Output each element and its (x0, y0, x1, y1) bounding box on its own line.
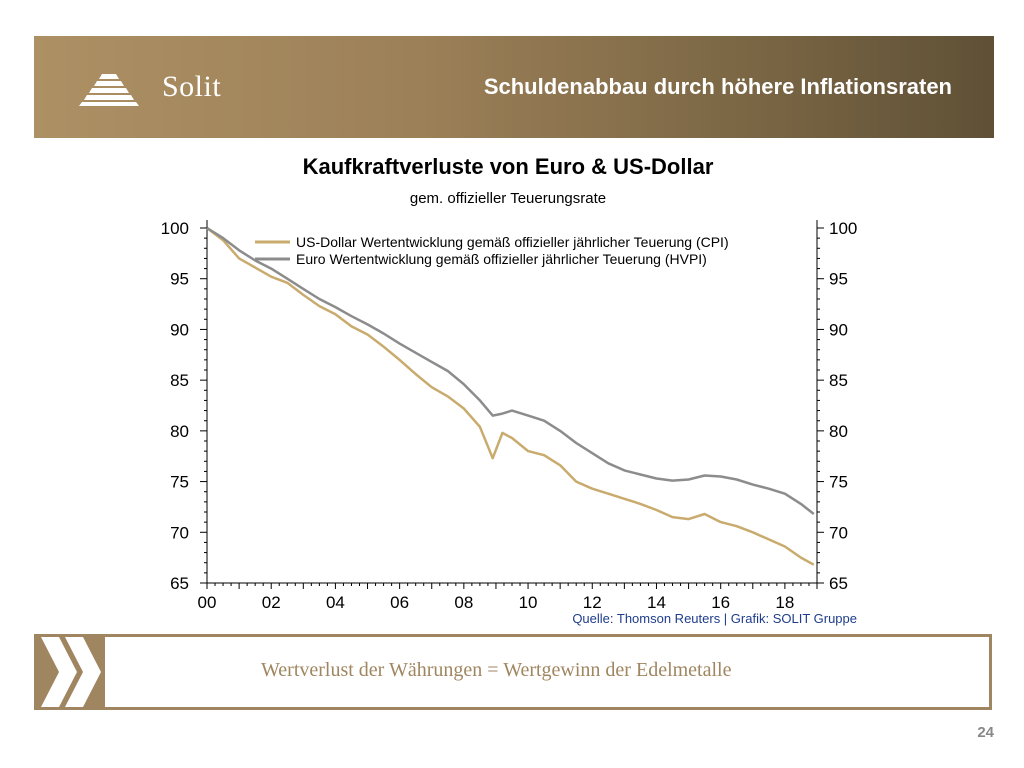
x-tick-label: 14 (647, 593, 666, 612)
y-tick-label-right: 65 (829, 574, 848, 593)
chevron-icon (37, 637, 105, 707)
y-tick-label-right: 80 (829, 422, 848, 441)
y-tick-label-left: 90 (170, 320, 189, 339)
chart-source: Quelle: Thomson Reuters | Grafik: SOLIT … (572, 611, 857, 626)
x-tick-label: 06 (390, 593, 409, 612)
y-tick-label-left: 70 (170, 523, 189, 542)
y-tick-label-left: 65 (170, 574, 189, 593)
logo-text: Solit (162, 70, 222, 103)
x-tick-label: 02 (262, 593, 281, 612)
y-tick-label-left: 75 (170, 473, 189, 492)
pyramid-logo-icon (79, 74, 139, 106)
eur-hvpi-line (206, 226, 815, 515)
x-tick-label: 00 (198, 593, 217, 612)
y-tick-label-left: 80 (170, 422, 189, 441)
x-tick-label: 04 (326, 593, 345, 612)
page-number: 24 (977, 724, 994, 741)
y-tick-label-right: 85 (829, 371, 848, 390)
x-tick-label: 16 (711, 593, 730, 612)
y-tick-label-left: 95 (170, 270, 189, 289)
chart-axes: 100 100 95 95 90 90 85 85 80 80 75 75 70 70 65 65 00 02 04… (161, 219, 858, 612)
y-tick-label-right: 75 (829, 473, 848, 492)
y-tick-label-right: 90 (829, 320, 848, 339)
chart-series (206, 226, 815, 566)
line-chart: Kaufkraftverluste von Euro & US-Dollar g… (161, 154, 858, 626)
chart-subtitle: gem. offizieller Teuerungsrate (410, 190, 606, 207)
y-tick-label-left: 85 (170, 371, 189, 390)
y-tick-label-left: 100 (161, 219, 189, 238)
header-banner: Solit Schuldenabbau durch höhere Inflati… (34, 36, 994, 138)
y-tick-label-right: 70 (829, 523, 848, 542)
x-tick-label: 08 (454, 593, 473, 612)
legend-label-eur: Euro Wertentwicklung gemäß offizieller j… (296, 251, 707, 267)
usd-cpi-line (206, 227, 815, 566)
y-tick-label-right: 100 (829, 219, 857, 238)
page-title: Schuldenabbau durch höhere Inflationsrat… (483, 74, 952, 99)
legend-label-usd: US-Dollar Wertentwicklung gemäß offiziel… (296, 234, 729, 250)
x-tick-label: 12 (583, 593, 602, 612)
key-message-text: Wertverlust der Währungen = Wertgewinn d… (261, 659, 732, 681)
chart-container: Kaufkraftverluste von Euro & US-Dollar g… (0, 140, 1024, 630)
y-tick-label-right: 95 (829, 270, 848, 289)
chart-legend: US-Dollar Wertentwicklung gemäß offiziel… (255, 234, 729, 267)
key-message-bar: Wertverlust der Währungen = Wertgewinn d… (34, 634, 992, 710)
chart-title: Kaufkraftverluste von Euro & US-Dollar (303, 154, 714, 179)
x-tick-label: 10 (519, 593, 538, 612)
x-tick-label: 18 (775, 593, 794, 612)
